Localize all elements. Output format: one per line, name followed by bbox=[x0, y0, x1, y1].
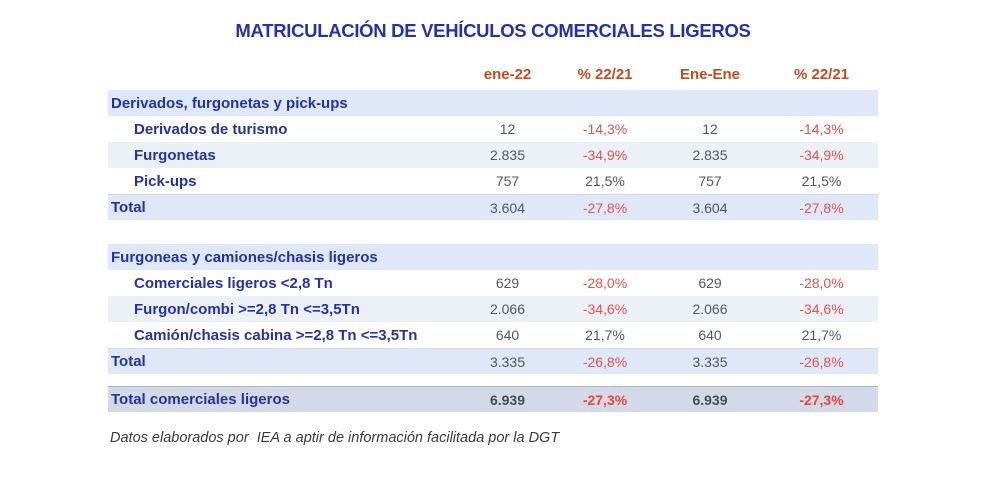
pct-2221-ytd: -27,3% bbox=[799, 391, 844, 408]
pct-2221-ytd: 21,5% bbox=[801, 173, 842, 189]
grand-total-row: Total comerciales ligeros 6.939 -27,3% 6… bbox=[108, 386, 878, 412]
column-header-pct-2221-ytd: % 22/21 bbox=[793, 65, 850, 83]
row-label: Furgonetas bbox=[134, 146, 216, 164]
value-ene22: 12 bbox=[499, 121, 516, 137]
value-ene-ene: 2.066 bbox=[692, 301, 728, 317]
value-ene-ene: 757 bbox=[698, 173, 722, 189]
section-spacer bbox=[108, 374, 878, 386]
pct-2221-ytd: -27,8% bbox=[799, 199, 844, 216]
column-header-ene-22: ene-22 bbox=[483, 65, 532, 83]
value-ene22: 629 bbox=[495, 275, 520, 291]
row-label: Pick-ups bbox=[134, 172, 197, 190]
registrations-table: ene-22 % 22/21 Ene-Ene % 22/21 Derivados… bbox=[108, 58, 878, 412]
pct-2221: -27,3% bbox=[582, 391, 628, 408]
pct-2221-ytd: 21,7% bbox=[801, 327, 842, 343]
section-header-row: Furgoneas y camiones/chasis ligeros bbox=[108, 244, 878, 270]
value-ene-ene: 2.835 bbox=[692, 147, 728, 163]
value-ene22: 6.939 bbox=[489, 391, 526, 408]
table-row: Camión/chasis cabina >=2,8 Tn <=3,5Tn 64… bbox=[108, 322, 878, 348]
row-label: Comerciales ligeros <2,8 Tn bbox=[134, 274, 333, 292]
row-label: Derivados de turismo bbox=[134, 120, 288, 138]
value-ene22: 640 bbox=[495, 327, 520, 343]
pct-2221: -34,9% bbox=[582, 147, 628, 163]
value-ene-ene: 6.939 bbox=[692, 391, 728, 408]
pct-2221: -27,8% bbox=[582, 199, 628, 216]
table-row: Furgon/combi >=2,8 Tn <=3,5Tn 2.066 -34,… bbox=[108, 296, 878, 322]
section-spacer bbox=[108, 220, 878, 244]
page-title: MATRICULACIÓN DE VEHÍCULOS COMERCIALES L… bbox=[235, 20, 751, 41]
value-ene22: 757 bbox=[495, 173, 520, 189]
pct-2221: 21,5% bbox=[585, 173, 625, 189]
section-total-row: Total 3.335 -26,8% 3.335 -26,8% bbox=[108, 348, 878, 374]
pct-2221: -14,3% bbox=[582, 121, 628, 137]
total-label: Total bbox=[111, 353, 146, 370]
pct-2221-ytd: -14,3% bbox=[799, 121, 844, 137]
section-header-row: Derivados, furgonetas y pick-ups bbox=[108, 90, 878, 116]
source-footnote: Datos elaborados por IEA a aptir de info… bbox=[110, 430, 560, 446]
value-ene-ene: 12 bbox=[702, 121, 718, 137]
pct-2221-ytd: -34,6% bbox=[799, 301, 844, 317]
value-ene22: 3.604 bbox=[489, 199, 526, 216]
value-ene22: 2.066 bbox=[489, 301, 526, 317]
column-header-ene-ene: Ene-Ene bbox=[679, 65, 740, 83]
pct-2221-ytd: -28,0% bbox=[799, 275, 844, 291]
pct-2221: 21,7% bbox=[585, 327, 625, 343]
value-ene-ene: 629 bbox=[698, 275, 722, 291]
pct-2221-ytd: -34,9% bbox=[799, 147, 844, 163]
value-ene22: 2.835 bbox=[489, 147, 526, 163]
table-row: Derivados de turismo 12 -14,3% 12 -14,3% bbox=[108, 116, 878, 142]
table-column-header-row: ene-22 % 22/21 Ene-Ene % 22/21 bbox=[108, 58, 878, 90]
row-label: Furgon/combi >=2,8 Tn <=3,5Tn bbox=[134, 300, 360, 318]
grand-total-label: Total comerciales ligeros bbox=[111, 391, 290, 408]
pct-2221-ytd: -26,8% bbox=[799, 353, 844, 370]
table-row: Furgonetas 2.835 -34,9% 2.835 -34,9% bbox=[108, 142, 878, 168]
value-ene-ene: 3.604 bbox=[692, 199, 728, 216]
row-label: Camión/chasis cabina >=2,8 Tn <=3,5Tn bbox=[134, 326, 418, 344]
section-header-label: Furgoneas y camiones/chasis ligeros bbox=[111, 248, 378, 266]
pct-2221: -28,0% bbox=[582, 275, 628, 291]
section-total-row: Total 3.604 -27,8% 3.604 -27,8% bbox=[108, 194, 878, 220]
table-row: Comerciales ligeros <2,8 Tn 629 -28,0% 6… bbox=[108, 270, 878, 296]
value-ene22: 3.335 bbox=[489, 353, 526, 370]
table-row: Pick-ups 757 21,5% 757 21,5% bbox=[108, 168, 878, 194]
value-ene-ene: 640 bbox=[698, 327, 722, 343]
pct-2221: -26,8% bbox=[582, 353, 628, 370]
value-ene-ene: 3.335 bbox=[692, 353, 728, 370]
column-header-pct-2221: % 22/21 bbox=[577, 65, 633, 83]
section-header-label: Derivados, furgonetas y pick-ups bbox=[111, 94, 348, 112]
pct-2221: -34,6% bbox=[582, 301, 628, 317]
total-label: Total bbox=[111, 199, 146, 216]
